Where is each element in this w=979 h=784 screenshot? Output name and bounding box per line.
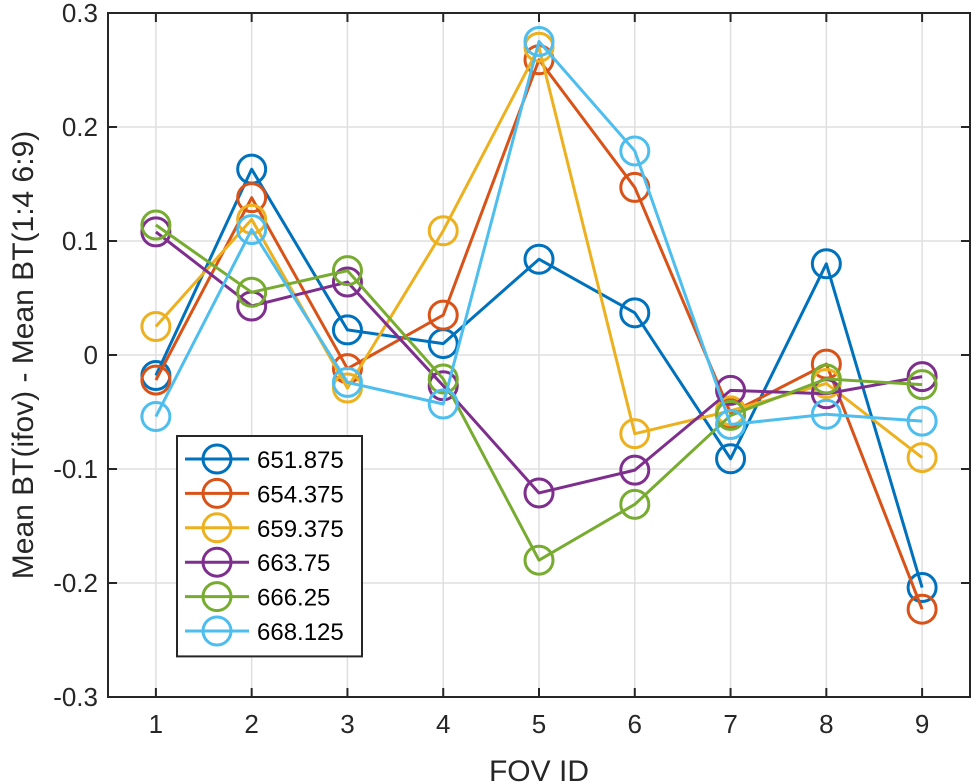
legend-marker — [201, 477, 233, 509]
x-tick-label: 9 — [915, 709, 929, 739]
data-point — [619, 454, 651, 486]
data-point — [140, 364, 172, 396]
data-point — [140, 401, 172, 433]
data-point — [236, 214, 268, 246]
data-point — [810, 398, 842, 430]
x-axis-ticks: 1 2 3 4 5 6 7 8 9 — [149, 13, 929, 739]
legend-label: 663.75 — [257, 550, 330, 577]
series-666.25 — [140, 209, 938, 576]
legend-marker — [201, 512, 233, 544]
legend-marker — [201, 615, 233, 647]
legend-item: 659.375 — [185, 512, 344, 544]
x-tick-label: 4 — [436, 709, 450, 739]
y-tick-label: -0.1 — [53, 454, 98, 484]
y-axis-ticks: -0.3 -0.2 -0.1 0 0.1 0.2 0.3 — [53, 0, 970, 712]
data-point — [906, 442, 938, 474]
data-point — [236, 276, 268, 308]
data-point — [523, 477, 555, 509]
data-point — [619, 135, 651, 167]
y-axis-title: Mean BT(ifov) - Mean BT(1:4 6:9) — [7, 131, 40, 579]
data-point — [331, 255, 363, 287]
x-tick-label: 7 — [723, 709, 737, 739]
data-point — [906, 361, 938, 393]
data-point — [331, 266, 363, 298]
x-tick-label: 5 — [532, 709, 546, 739]
data-point — [236, 203, 268, 235]
y-tick-label: 0.2 — [62, 112, 98, 142]
data-point — [331, 314, 363, 346]
data-point — [427, 299, 459, 331]
data-point — [715, 374, 747, 406]
data-point — [331, 366, 363, 398]
data-point — [715, 409, 747, 441]
legend-label: 654.375 — [257, 481, 344, 508]
legend-item: 668.125 — [185, 615, 344, 647]
data-point — [523, 243, 555, 275]
data-point — [715, 399, 747, 431]
series-layer — [140, 26, 938, 625]
data-point — [906, 369, 938, 401]
legend-label: 659.375 — [257, 516, 344, 543]
x-tick-label: 8 — [819, 709, 833, 739]
data-point — [906, 593, 938, 625]
series-line — [155, 223, 923, 562]
x-tick-label: 1 — [149, 709, 163, 739]
data-point — [140, 209, 172, 241]
x-tick-label: 6 — [628, 709, 642, 739]
legend-item: 666.25 — [185, 581, 330, 613]
legend-label: 666.25 — [257, 585, 330, 612]
legend-label: 651.875 — [257, 447, 344, 474]
x-tick-label: 2 — [244, 709, 258, 739]
legend-item: 651.875 — [185, 443, 344, 475]
data-point — [427, 363, 459, 395]
data-point — [619, 297, 651, 329]
y-tick-label: 0 — [84, 340, 98, 370]
legend-item: 663.75 — [185, 546, 330, 578]
data-point — [906, 405, 938, 437]
data-point — [906, 572, 938, 604]
data-point — [427, 215, 459, 247]
series-line — [154, 40, 923, 427]
legend-marker — [201, 546, 233, 578]
x-axis-title: FOV ID — [489, 755, 589, 784]
data-point — [523, 26, 555, 57]
data-point — [236, 182, 268, 214]
legend-marker — [201, 443, 233, 475]
data-point — [619, 418, 651, 450]
data-point — [810, 363, 842, 395]
data-point — [140, 311, 172, 342]
data-point — [810, 248, 842, 280]
data-point — [619, 488, 651, 520]
series-line — [154, 167, 924, 588]
legend: 651.875 654.375 659.375 663.75 666.25 668.125 — [176, 435, 363, 658]
data-point — [715, 443, 747, 475]
legend-marker — [201, 581, 233, 613]
legend-item: 654.375 — [185, 477, 344, 509]
data-point — [140, 216, 172, 248]
series-668.125 — [140, 26, 938, 441]
data-point — [523, 544, 555, 576]
y-tick-label: 0.3 — [62, 0, 98, 28]
y-tick-label: -0.2 — [53, 568, 98, 598]
legend-label: 668.125 — [257, 619, 344, 646]
x-tick-label: 3 — [340, 709, 354, 739]
y-tick-label: -0.3 — [53, 682, 98, 712]
y-tick-label: 0.1 — [62, 226, 98, 256]
data-point — [427, 388, 459, 420]
